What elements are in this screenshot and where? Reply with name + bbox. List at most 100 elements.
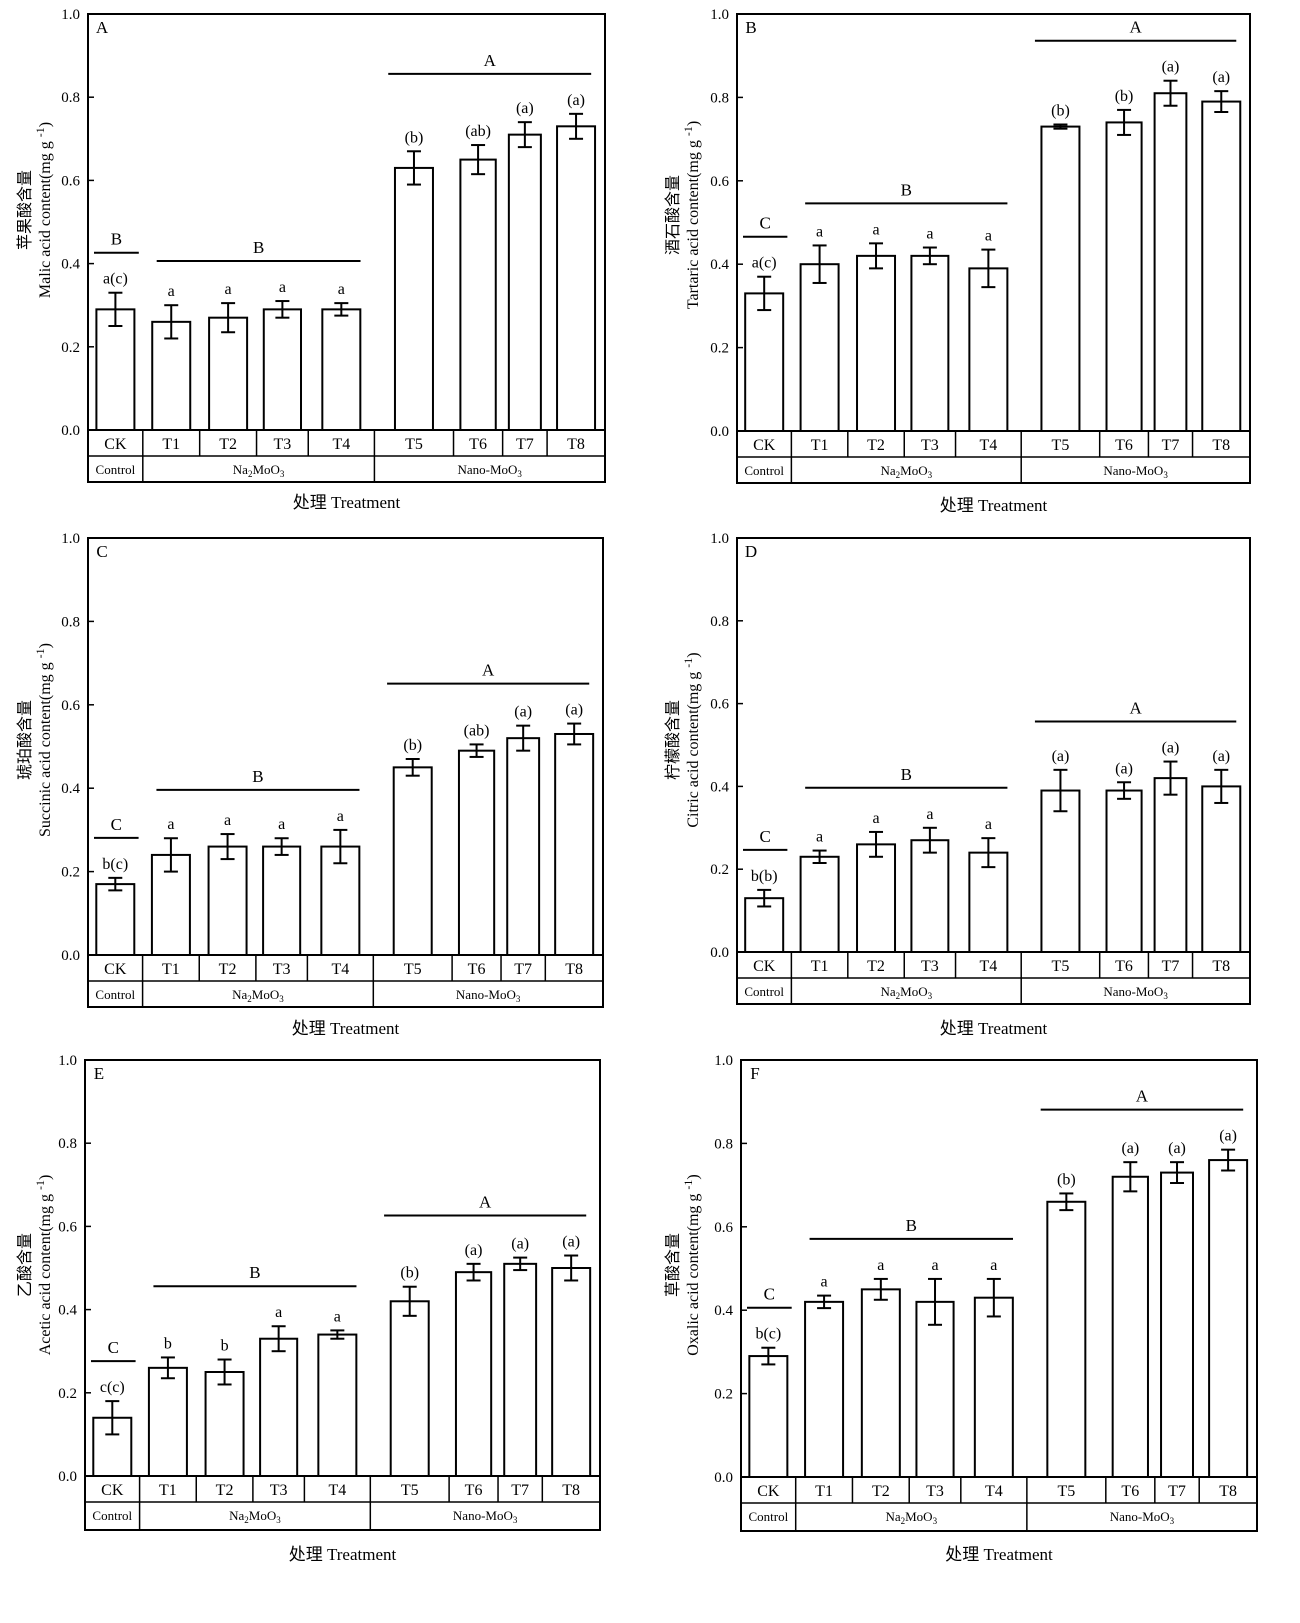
group-label-subscript: 2 <box>901 1516 906 1526</box>
significance-letter: c(c) <box>100 1379 125 1396</box>
group-label: Control <box>744 984 784 999</box>
group-significance-letter: C <box>760 214 771 233</box>
treatment-label: T3 <box>926 1483 944 1500</box>
bar-T7 <box>507 133 542 431</box>
treatment-label: T7 <box>514 961 532 978</box>
significance-letter: (b) <box>1057 1171 1076 1188</box>
y-tick-label: 0.8 <box>714 1136 733 1152</box>
y-tick-label: 1.0 <box>710 7 729 23</box>
bar-T3 <box>262 308 303 431</box>
treatment-label: T8 <box>1212 437 1230 454</box>
y-tick-label: 0.8 <box>710 614 729 630</box>
significance-letter: a(c) <box>103 271 128 288</box>
group-label-part: Na <box>880 463 895 478</box>
treatment-label: T1 <box>162 961 180 978</box>
y-axis-title-en: Succinic acid content(mg g -1) <box>33 643 54 837</box>
significance-letter: a <box>278 816 285 833</box>
treatment-label: T1 <box>162 436 180 453</box>
bar-T5 <box>1040 125 1081 432</box>
significance-letter: a <box>931 1257 938 1274</box>
bar-T4 <box>317 1333 358 1478</box>
group-label-subscript: 2 <box>896 470 901 480</box>
group-label-subscript: 2 <box>247 994 252 1004</box>
group-label-part: Na <box>885 1509 900 1524</box>
group-significance-letter: A <box>484 51 497 70</box>
plot-frame <box>736 537 1251 1005</box>
significance-letter: (a) <box>511 1236 529 1253</box>
group-significance-letter: A <box>479 1193 492 1212</box>
treatment-label: T7 <box>511 1482 529 1499</box>
bar-CK <box>95 883 136 956</box>
bar-T5 <box>389 1300 430 1478</box>
y-axis-title-sup: -1 <box>33 648 47 658</box>
treatment-label: CK <box>104 436 127 453</box>
y-tick-label: 1.0 <box>61 7 80 23</box>
bar-T6 <box>1111 1175 1149 1478</box>
group-label-subscript: 3 <box>1163 991 1168 1001</box>
significance-letter: (a) <box>465 1242 483 1259</box>
group-label-subscript: 2 <box>248 469 253 479</box>
y-axis-title-cn: 苹果酸含量 <box>16 170 34 250</box>
treatment-label: T6 <box>469 436 487 453</box>
y-axis-title-sup: -1 <box>33 127 47 137</box>
group-label-subscript: 2 <box>244 1515 249 1525</box>
y-tick-label: 0.4 <box>714 1303 733 1319</box>
significance-letter: (ab) <box>464 722 490 739</box>
bar-T3 <box>915 1300 955 1478</box>
y-tick-label: 0.8 <box>58 1136 77 1152</box>
group-label-part: Nano-MoO <box>1103 463 1163 478</box>
significance-letter: a <box>279 279 286 296</box>
significance-letter: a <box>926 806 933 823</box>
significance-letter: b(c) <box>102 856 128 873</box>
panel-letter: D <box>745 542 757 561</box>
significance-letter: a <box>275 1304 282 1321</box>
y-axis-title-close: ) <box>685 121 702 126</box>
bar-CK <box>748 1355 789 1478</box>
bar-T1 <box>799 855 840 954</box>
group-label-part: Nano-MoO <box>1103 984 1163 999</box>
bar-T3 <box>910 254 950 432</box>
panel-letter: B <box>745 18 756 37</box>
bar-T8 <box>1201 100 1242 432</box>
y-axis-title-en: Tartaric acid content(mg g -1) <box>681 121 702 309</box>
group-label: Na2MoO3 <box>880 984 932 1001</box>
significance-letter: a <box>224 812 231 829</box>
bar-T6 <box>457 749 496 956</box>
y-axis-title-cn: 乙酸含量 <box>16 1233 34 1297</box>
bar-T6 <box>1105 789 1143 953</box>
y-axis-title-en: Oxalic acid content(mg g -1) <box>681 1174 702 1356</box>
y-axis-title-en: Malic acid content(mg g -1) <box>33 122 54 298</box>
chart-panel-C: C 0.0 0.2 0.4 0.6 0.8 1.0 琥珀酸含量 Succinic acid co… <box>16 531 604 1038</box>
bar-T4 <box>321 308 362 431</box>
significance-letter: (a) <box>1162 59 1180 76</box>
treatment-label: CK <box>753 437 776 454</box>
treatment-label: T8 <box>565 961 583 978</box>
y-tick-label: 0.4 <box>61 257 80 273</box>
significance-letter: a <box>990 1257 997 1274</box>
treatment-label: T2 <box>216 1482 234 1499</box>
significance-letter: (b) <box>400 1265 419 1282</box>
treatment-label: T4 <box>979 958 997 975</box>
group-label: Nano-MoO3 <box>1110 1509 1175 1526</box>
group-label-subscript: 3 <box>279 994 284 1004</box>
group-significance-letter: B <box>906 1216 917 1235</box>
y-axis-title: 琥珀酸含量 <box>16 700 34 780</box>
y-tick-label: 0.2 <box>58 1386 77 1402</box>
group-significance-letter: B <box>901 180 912 199</box>
group-significance-letter: C <box>764 1285 775 1304</box>
bar-T5 <box>1046 1200 1087 1479</box>
treatment-label: T2 <box>219 961 237 978</box>
significance-letter: a <box>985 816 992 833</box>
treatment-label: T6 <box>1115 958 1133 975</box>
treatment-label: T2 <box>867 958 885 975</box>
y-tick-label: 0.2 <box>61 865 80 881</box>
significance-letter: a <box>334 1308 341 1325</box>
y-tick-label: 0.0 <box>61 423 80 439</box>
significance-letter: (a) <box>1121 1140 1139 1157</box>
group-label-subscript: 3 <box>928 991 933 1001</box>
y-tick-label: 0.8 <box>710 90 729 106</box>
group-label-part: MoO <box>252 462 279 477</box>
significance-letter: (a) <box>1115 760 1133 777</box>
bar-T7 <box>506 737 541 956</box>
